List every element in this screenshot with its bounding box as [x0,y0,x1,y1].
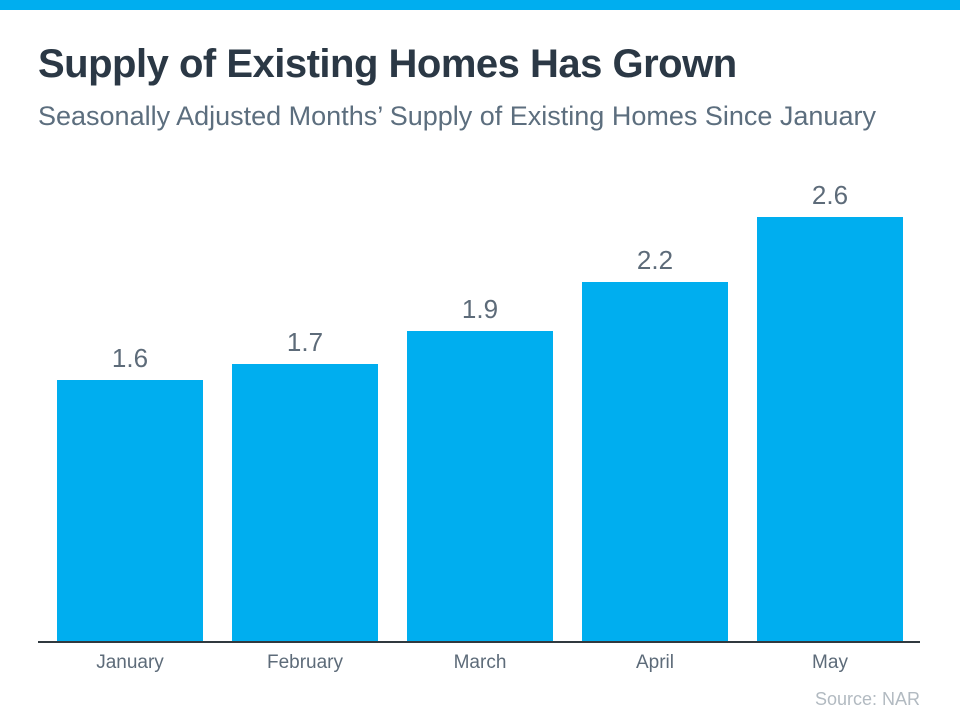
bar [757,217,903,642]
source-attribution: Source: NAR [814,689,920,710]
bar-value-label: 1.6 [111,343,149,374]
x-axis-label: March [453,652,507,674]
bar-column: 1.7 [232,327,378,642]
bar-value-label: 1.9 [461,294,499,325]
x-axis-label: February [266,652,344,674]
x-axis-label: May [812,652,848,674]
bar-value-label: 2.2 [636,245,674,276]
x-axis-label: April [635,652,674,674]
top-accent-band [0,0,960,10]
bar-column: 2.6 [757,180,903,642]
bar-column: 1.6 [57,343,203,642]
bar-column: 2.2 [582,245,728,642]
bars-row: 1.6 1.7 1.9 2.2 2.6 [38,161,920,642]
bar-value-label: 1.7 [286,327,324,358]
bar [57,380,203,642]
page-subtitle: Seasonally Adjusted Months’ Supply of Ex… [38,101,876,131]
bar-value-label: 2.6 [811,180,849,211]
x-axis-line [38,641,920,644]
bar [407,331,553,642]
bar [582,282,728,642]
x-axis-label: January [96,652,164,674]
bar [232,364,378,642]
bar-column: 1.9 [407,294,553,642]
chart-header: Supply of Existing Homes Has Grown Seaso… [0,10,960,132]
months-row: January February March April May [38,643,920,675]
page-title: Supply of Existing Homes Has Grown [38,42,737,86]
bar-chart: 1.6 1.7 1.9 2.2 2.6 January February March Apri… [38,161,920,675]
